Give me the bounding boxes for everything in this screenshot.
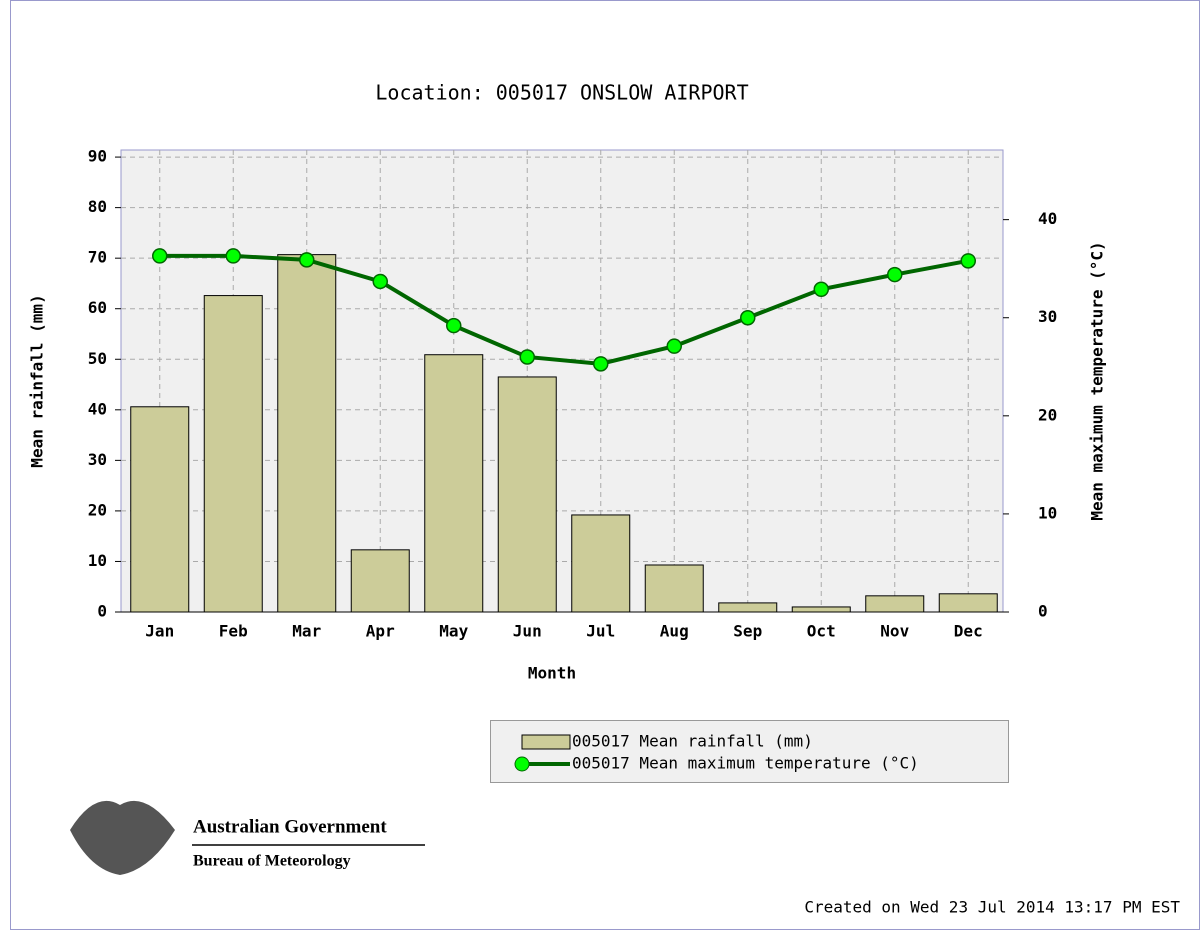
bar xyxy=(865,595,925,613)
bar xyxy=(203,295,263,613)
logo-line2: Bureau of Meteorology xyxy=(193,853,351,870)
bar xyxy=(938,593,998,613)
bar xyxy=(424,354,484,613)
y2-tick-label: 40 xyxy=(1038,209,1057,228)
y-tick-label: 90 xyxy=(88,147,107,166)
y-tick-label: 0 xyxy=(97,602,107,621)
y-tick-label: 10 xyxy=(88,551,107,570)
line xyxy=(159,253,969,366)
legend-marker xyxy=(514,756,530,772)
legend-swatch xyxy=(521,734,571,750)
y2-tick-label: 20 xyxy=(1038,405,1057,424)
marker xyxy=(446,317,462,334)
marker xyxy=(813,281,829,298)
chart-title: Location: 005017 ONSLOW AIRPORT xyxy=(375,81,748,105)
logo-line1: Australian Government xyxy=(193,816,387,837)
plot-area xyxy=(120,149,1004,613)
bar xyxy=(718,602,778,613)
y2-tick-label: 0 xyxy=(1038,602,1048,621)
legend-label: 005017 Mean maximum temperature (°C) xyxy=(572,754,919,773)
footer: Created on Wed 23 Jul 2014 13:17 PM EST xyxy=(804,898,1180,917)
bar xyxy=(571,514,631,613)
marker xyxy=(225,248,241,264)
marker xyxy=(299,252,315,268)
y2-axis-label: Mean maximum temperature (°C) xyxy=(1088,241,1107,520)
x-tick-label: May xyxy=(439,622,468,641)
y-tick-label: 50 xyxy=(88,349,107,368)
x-tick-label: Apr xyxy=(366,622,395,641)
marker xyxy=(593,356,609,372)
y2-tick-label: 10 xyxy=(1038,503,1057,522)
marker xyxy=(666,338,682,354)
y-axis-label: Mean rainfall (mm) xyxy=(28,294,47,467)
y2-tick-label: 30 xyxy=(1038,307,1057,326)
x-tick-label: Aug xyxy=(660,622,689,641)
y-tick-label: 30 xyxy=(88,450,107,469)
marker xyxy=(887,266,903,283)
y-tick-label: 20 xyxy=(88,500,107,519)
x-axis-label: Month xyxy=(528,664,576,683)
marker xyxy=(372,273,388,290)
x-tick-label: Feb xyxy=(219,622,248,641)
bar xyxy=(350,549,410,613)
x-tick-label: Jun xyxy=(513,622,542,641)
x-tick-label: Mar xyxy=(292,622,321,641)
y-tick-label: 60 xyxy=(88,298,107,317)
marker xyxy=(519,349,535,365)
x-tick-label: Dec xyxy=(954,622,983,641)
logo xyxy=(70,800,425,875)
marker xyxy=(960,253,976,269)
bar xyxy=(277,254,337,613)
x-tick-label: Sep xyxy=(733,622,762,641)
y-tick-label: 40 xyxy=(88,399,107,418)
logo-crest xyxy=(70,800,175,875)
y-tick-label: 70 xyxy=(88,248,107,267)
marker xyxy=(152,248,168,264)
bar xyxy=(130,406,190,613)
legend-label: 005017 Mean rainfall (mm) xyxy=(572,732,813,751)
bar xyxy=(644,564,704,613)
marker xyxy=(740,309,756,326)
x-tick-label: Oct xyxy=(807,622,836,641)
bar xyxy=(497,376,557,613)
y-tick-label: 80 xyxy=(88,197,107,216)
x-tick-label: Jan xyxy=(145,622,174,641)
legend xyxy=(490,720,1009,783)
bar xyxy=(791,606,851,613)
x-tick-label: Nov xyxy=(880,622,909,641)
x-tick-label: Jul xyxy=(586,622,615,641)
